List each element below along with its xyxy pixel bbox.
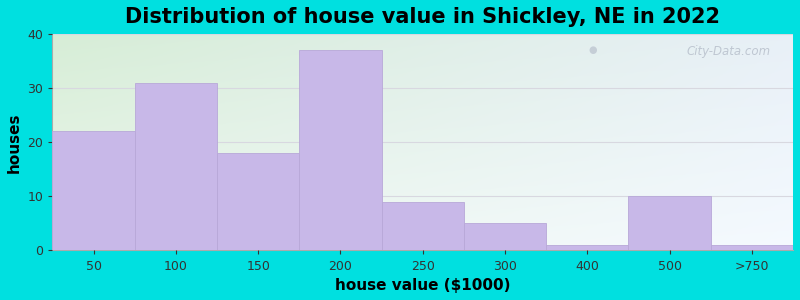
Text: ●: ● (589, 45, 597, 55)
X-axis label: house value ($1000): house value ($1000) (335, 278, 510, 293)
Y-axis label: houses: houses (7, 112, 22, 172)
Bar (217, 153, 299, 250)
Bar (134, 83, 217, 250)
Bar (710, 245, 793, 250)
Text: City-Data.com: City-Data.com (686, 45, 771, 58)
Bar (629, 196, 710, 250)
Bar (382, 202, 464, 250)
Title: Distribution of house value in Shickley, NE in 2022: Distribution of house value in Shickley,… (126, 7, 720, 27)
Bar (546, 245, 629, 250)
Bar (464, 224, 546, 250)
Bar (299, 50, 382, 250)
Bar (53, 131, 134, 250)
